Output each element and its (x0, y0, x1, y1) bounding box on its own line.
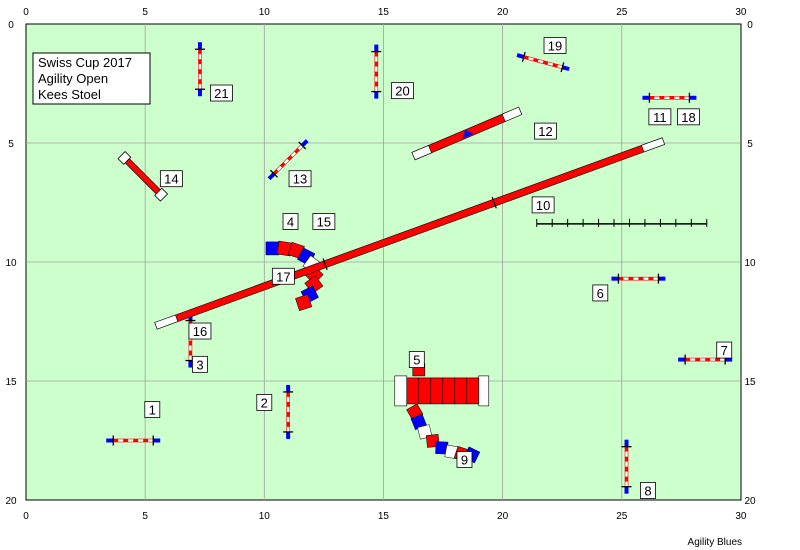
svg-text:13: 13 (293, 172, 307, 187)
obstacle-number-label: 14 (159, 170, 183, 188)
obstacle-jump-7 (678, 354, 733, 365)
svg-text:1: 1 (149, 403, 156, 418)
judge-name: Kees Stoel (38, 87, 101, 102)
obstacle-jump-8 (621, 439, 632, 494)
obstacle-number-label: 15 (312, 213, 336, 230)
x-tick-bottom: 10 (259, 511, 271, 522)
x-tick-top: 5 (142, 7, 148, 18)
x-tick-top: 20 (497, 7, 509, 18)
svg-text:14: 14 (164, 172, 178, 187)
x-tick-top: 0 (23, 7, 29, 18)
class-name: Agility Open (38, 71, 108, 86)
x-tick-bottom: 15 (378, 511, 390, 522)
event-name: Swiss Cup 2017 (38, 55, 132, 70)
obstacle-number-label: 2 (256, 394, 273, 411)
y-tick-left: 20 (5, 496, 17, 507)
obstacle-number-label: 19 (543, 37, 567, 54)
svg-text:10: 10 (536, 198, 550, 213)
obstacle-number-label: 13 (288, 170, 312, 188)
obstacle-wall-14 (117, 151, 169, 202)
y-tick-left: 10 (5, 258, 17, 269)
svg-text:2: 2 (261, 395, 268, 410)
obstacle-jump-21 (194, 42, 205, 97)
svg-text:20: 20 (395, 84, 409, 99)
y-tick-left: 5 (8, 139, 14, 150)
obstacle-number-label: 12 (534, 122, 557, 140)
y-tick-right: 15 (744, 377, 756, 388)
svg-text:7: 7 (721, 343, 728, 358)
y-tick-left: 0 (8, 20, 14, 31)
y-tick-right: 5 (747, 139, 753, 150)
x-tick-top: 10 (259, 7, 271, 18)
obstacle-number-label: 5 (408, 351, 425, 368)
obstacle-number-label: 3 (192, 355, 208, 373)
obstacle-number-label: 18 (677, 108, 700, 126)
svg-text:9: 9 (461, 453, 468, 468)
svg-text:16: 16 (193, 324, 207, 339)
svg-text:15: 15 (317, 215, 331, 230)
y-tick-right: 0 (747, 20, 753, 31)
obstacle-seesaw-12 (411, 106, 523, 161)
obstacle-number-label: 16 (188, 322, 212, 340)
obstacle-jump-19 (516, 51, 570, 73)
obstacle-number-label: 1 (144, 401, 161, 418)
obstacle-jump-1 (106, 435, 161, 446)
svg-text:3: 3 (196, 357, 203, 372)
obstacle-weave-10 (536, 218, 708, 227)
obstacle-number-label: 4 (282, 213, 299, 230)
y-tick-right: 20 (744, 496, 756, 507)
obstacle-number-label: 9 (456, 451, 473, 468)
course-info-box: Swiss Cup 2017 Agility Open Kees Stoel (32, 52, 151, 105)
svg-text:11: 11 (653, 110, 667, 125)
svg-text:17: 17 (276, 269, 290, 284)
footer-credit: Agility Blues (687, 537, 742, 548)
obstacle-number-label: 20 (391, 82, 414, 100)
svg-text:18: 18 (681, 110, 695, 125)
x-tick-top: 15 (378, 7, 390, 18)
obstacle-number-label: 8 (640, 482, 656, 499)
obstacle-number-label: 10 (531, 196, 555, 214)
x-tick-bottom: 20 (497, 511, 509, 522)
svg-text:8: 8 (644, 483, 651, 498)
svg-text:5: 5 (413, 353, 420, 368)
y-tick-right: 10 (744, 258, 756, 269)
x-tick-bottom: 5 (142, 511, 148, 522)
x-tick-top: 30 (735, 7, 747, 18)
obstacle-jump-20 (371, 44, 382, 99)
x-tick-bottom: 0 (23, 511, 29, 522)
y-tick-left: 15 (5, 377, 17, 388)
svg-text:6: 6 (597, 286, 604, 301)
obstacle-number-label: 7 (716, 341, 733, 359)
x-tick-top: 25 (616, 7, 628, 18)
svg-text:4: 4 (287, 215, 294, 230)
obstacle-jump-6 (611, 273, 666, 284)
obstacle-number-label: 21 (210, 84, 233, 102)
x-tick-bottom: 30 (735, 511, 747, 522)
obstacle-jump-2 (283, 384, 294, 439)
x-tick-bottom: 25 (616, 511, 628, 522)
svg-text:19: 19 (548, 38, 562, 53)
obstacle-number-label: 11 (648, 108, 672, 126)
svg-text:12: 12 (538, 124, 552, 139)
obstacle-jump-13 (267, 139, 309, 181)
svg-text:21: 21 (214, 86, 228, 101)
obstacle-number-label: 17 (271, 267, 295, 285)
obstacle-jump-11-18 (642, 92, 697, 103)
obstacle-number-label: 6 (592, 284, 609, 302)
